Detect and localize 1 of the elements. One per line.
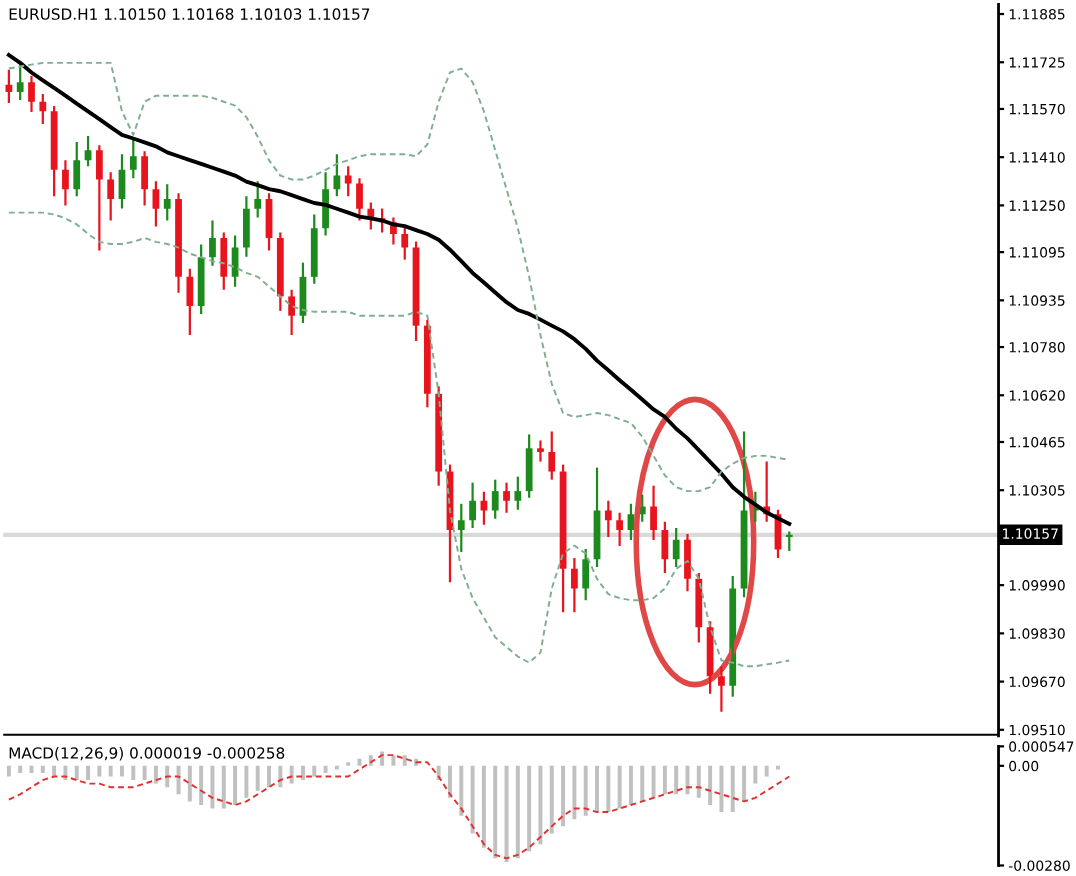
line-series xyxy=(7,211,791,668)
